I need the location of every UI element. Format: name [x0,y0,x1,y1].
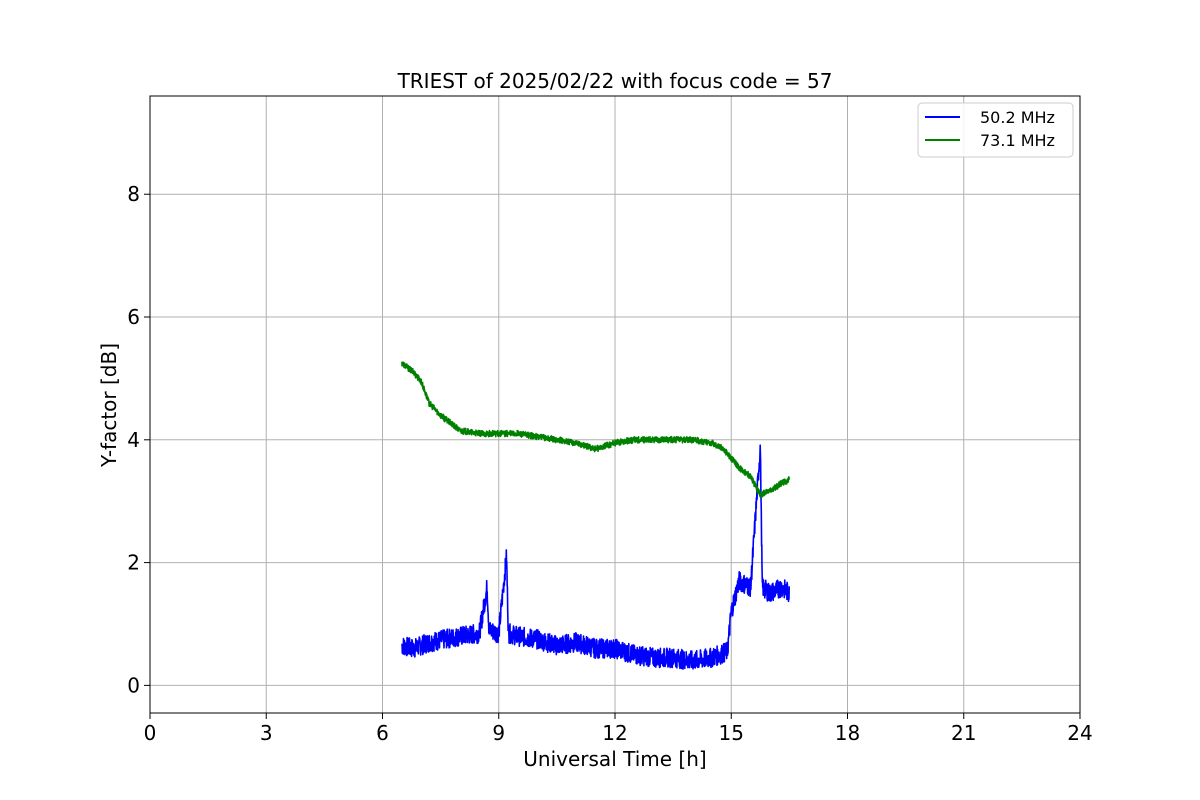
x-tick-label: 9 [492,721,505,745]
series-73-1-mhz [401,361,790,498]
x-axis-title: Universal Time [h] [523,747,706,771]
legend: 50.2 MHz 73.1 MHz [917,102,1074,158]
y-tick-label: 8 [127,182,140,206]
y-tick-label: 4 [127,428,140,452]
grid-lines [150,96,1080,713]
x-tick-label: 24 [1067,721,1092,745]
series-50-2-mhz [401,444,790,670]
x-tick-label: 15 [719,721,744,745]
legend-label-73-1: 73.1 MHz [980,131,1055,150]
x-tick-label: 21 [951,721,976,745]
series-line [401,361,790,498]
x-tick-label: 18 [835,721,860,745]
x-tick-label: 3 [260,721,273,745]
y-tick-label: 6 [127,305,140,329]
x-tick-label: 0 [144,721,157,745]
x-tick-label: 6 [376,721,389,745]
series-layer [401,361,790,670]
y-axis-title: Y-factor [dB] [97,343,121,468]
legend-label-50-2: 50.2 MHz [980,108,1055,127]
y-tick-label: 2 [127,551,140,575]
x-tick-label: 12 [602,721,627,745]
series-line [401,444,790,670]
y-tick-label: 0 [127,673,140,697]
chart-title: TRIEST of 2025/02/22 with focus code = 5… [397,69,833,93]
